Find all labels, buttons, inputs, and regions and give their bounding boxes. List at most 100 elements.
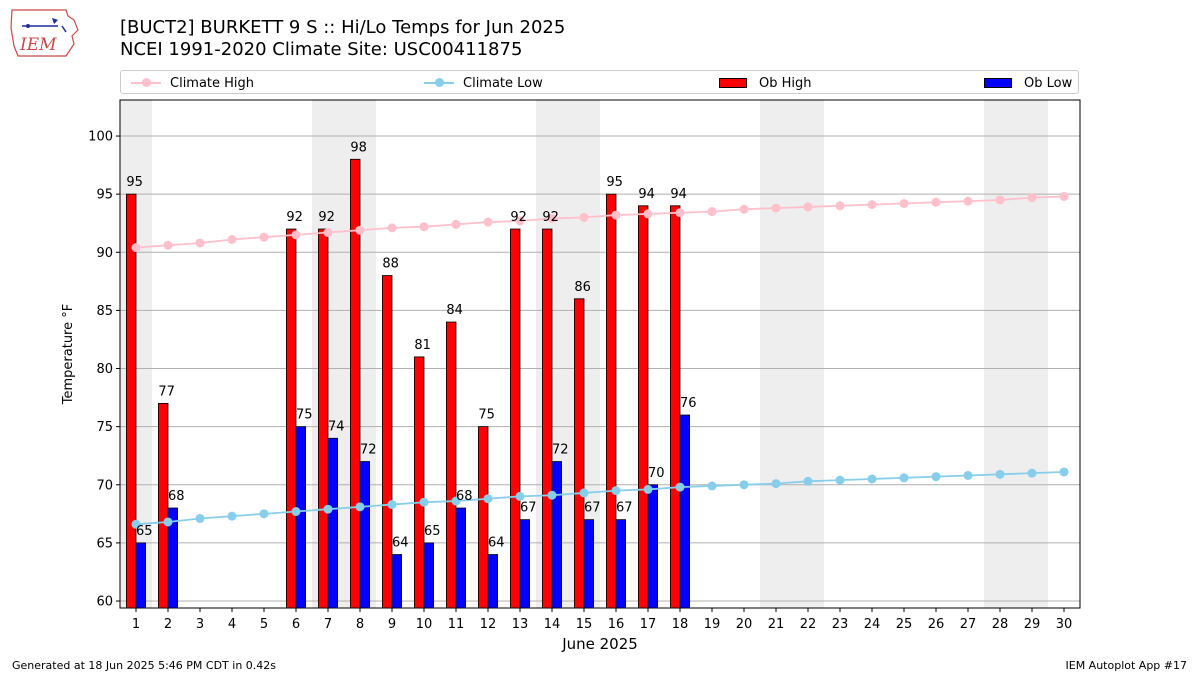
y-tick-label: 75 [96,420,113,435]
ob-high-data-label: 94 [670,187,687,202]
climate-low-point [387,500,397,510]
weekend-shade [984,100,1016,608]
x-tick-label: 15 [576,617,593,632]
y-axis-label: Temperature °F [61,304,76,405]
ob-high-bar [509,228,521,609]
x-tick-label: 7 [324,617,332,632]
ob-high-bar [157,403,169,609]
x-tick-label: 12 [480,617,497,632]
climate-high-point [771,203,781,213]
x-tick-label: 26 [928,617,945,632]
ob-high-bar [381,275,393,609]
app-credit: IEM Autoplot App #17 [1065,659,1188,672]
ob-low-data-label: 65 [136,524,153,539]
ob-high-data-label: 92 [286,210,303,225]
climate-low-point [867,474,877,484]
climate-low-point [259,509,269,519]
y-tick-label: 90 [96,246,113,261]
ob-low-swatch-icon [984,78,1012,88]
ob-low-data-label: 67 [584,501,601,516]
ob-low-data-label: 72 [552,443,569,458]
climate-low-point [195,513,205,523]
svg-text:IEM: IEM [19,35,57,55]
climate-high-point [515,216,525,226]
ob-high-bar [285,228,297,609]
title-line-climate-site: NCEI 1991-2020 Climate Site: USC00411875 [120,39,523,60]
climate-high-point [451,219,461,229]
ob-low-bar [615,519,627,609]
climate-high-point [419,222,429,232]
ob-high-bar [126,193,137,609]
ob-high-data-label: 77 [158,384,175,399]
ob-high-bar [317,228,329,609]
ob-high-bar [606,193,617,609]
ob-low-bar [327,437,339,609]
legend: Climate High Climate Low Ob High Ob Low [120,70,1079,94]
x-tick-label: 18 [672,617,689,632]
climate-high-point [1059,191,1069,201]
ob-low-bar [551,461,563,609]
climate-high-point [259,232,269,242]
climate-low-point [707,481,717,491]
climate-high-point [643,209,653,219]
ob-low-bar [647,484,659,609]
climate-high-point [835,201,845,211]
climate-low-point [931,472,941,482]
climate-low-point [1027,468,1037,478]
legend-item-ob-high: Ob High [719,74,812,92]
climate-low-point [291,507,301,517]
climate-low-point [579,488,589,498]
ob-low-data-label: 68 [168,489,185,504]
ob-high-data-label: 81 [414,338,431,353]
climate-low-point [995,469,1005,479]
x-tick-label: 5 [260,617,268,632]
climate-high-point [1027,193,1037,203]
x-tick-label: 14 [544,617,561,632]
iowa-map-logo-icon: IEM [10,9,79,57]
ob-low-bar [391,554,403,609]
x-tick-label: 22 [800,617,817,632]
weekend-shade [760,100,792,608]
x-tick-label: 19 [704,617,721,632]
y-tick-label: 60 [96,595,113,610]
climate-low-point [163,517,173,527]
ob-high-data-label: 75 [478,408,495,423]
x-tick-label: 8 [356,617,364,632]
climate-low-point [515,491,525,501]
x-tick-label: 23 [832,617,849,632]
climate-high-line [135,195,1065,249]
x-tick-label: 27 [960,617,977,632]
ob-low-bar [135,542,146,609]
climate-low-point [1059,467,1069,477]
y-tick-label: 65 [96,536,113,551]
climate-high-point [707,207,717,217]
legend-label-ob-high: Ob High [759,75,812,91]
x-axis-label: June 2025 [561,635,638,653]
climate-low-point [771,479,781,489]
climate-high-point [387,223,397,233]
ob-high-data-label: 92 [542,210,559,225]
y-tick-label: 80 [96,362,113,377]
x-tick-label: 3 [196,617,204,632]
ob-low-bar [423,542,435,609]
climate-low-point [451,496,461,506]
x-tick-label: 10 [416,617,433,632]
climate-low-point [899,473,909,483]
ob-high-bar [542,228,553,609]
legend-item-climate-high: Climate High [131,74,254,92]
climate-high-point [163,240,173,250]
ob-low-data-label: 75 [296,408,313,423]
ob-high-data-label: 86 [574,280,591,295]
x-tick-label: 1 [132,617,140,632]
climate-high-point [899,198,909,208]
x-tick-label: 16 [608,617,625,632]
generated-timestamp: Generated at 18 Jun 2025 5:46 PM CDT in … [12,659,277,672]
climate-low-point [675,482,685,492]
ob-low-bar [487,554,499,609]
x-tick-label: 24 [864,617,881,632]
climate-high-point [227,234,237,244]
climate-high-point [131,243,141,253]
weekend-shade [1016,100,1048,608]
ob-low-bar [295,426,307,609]
